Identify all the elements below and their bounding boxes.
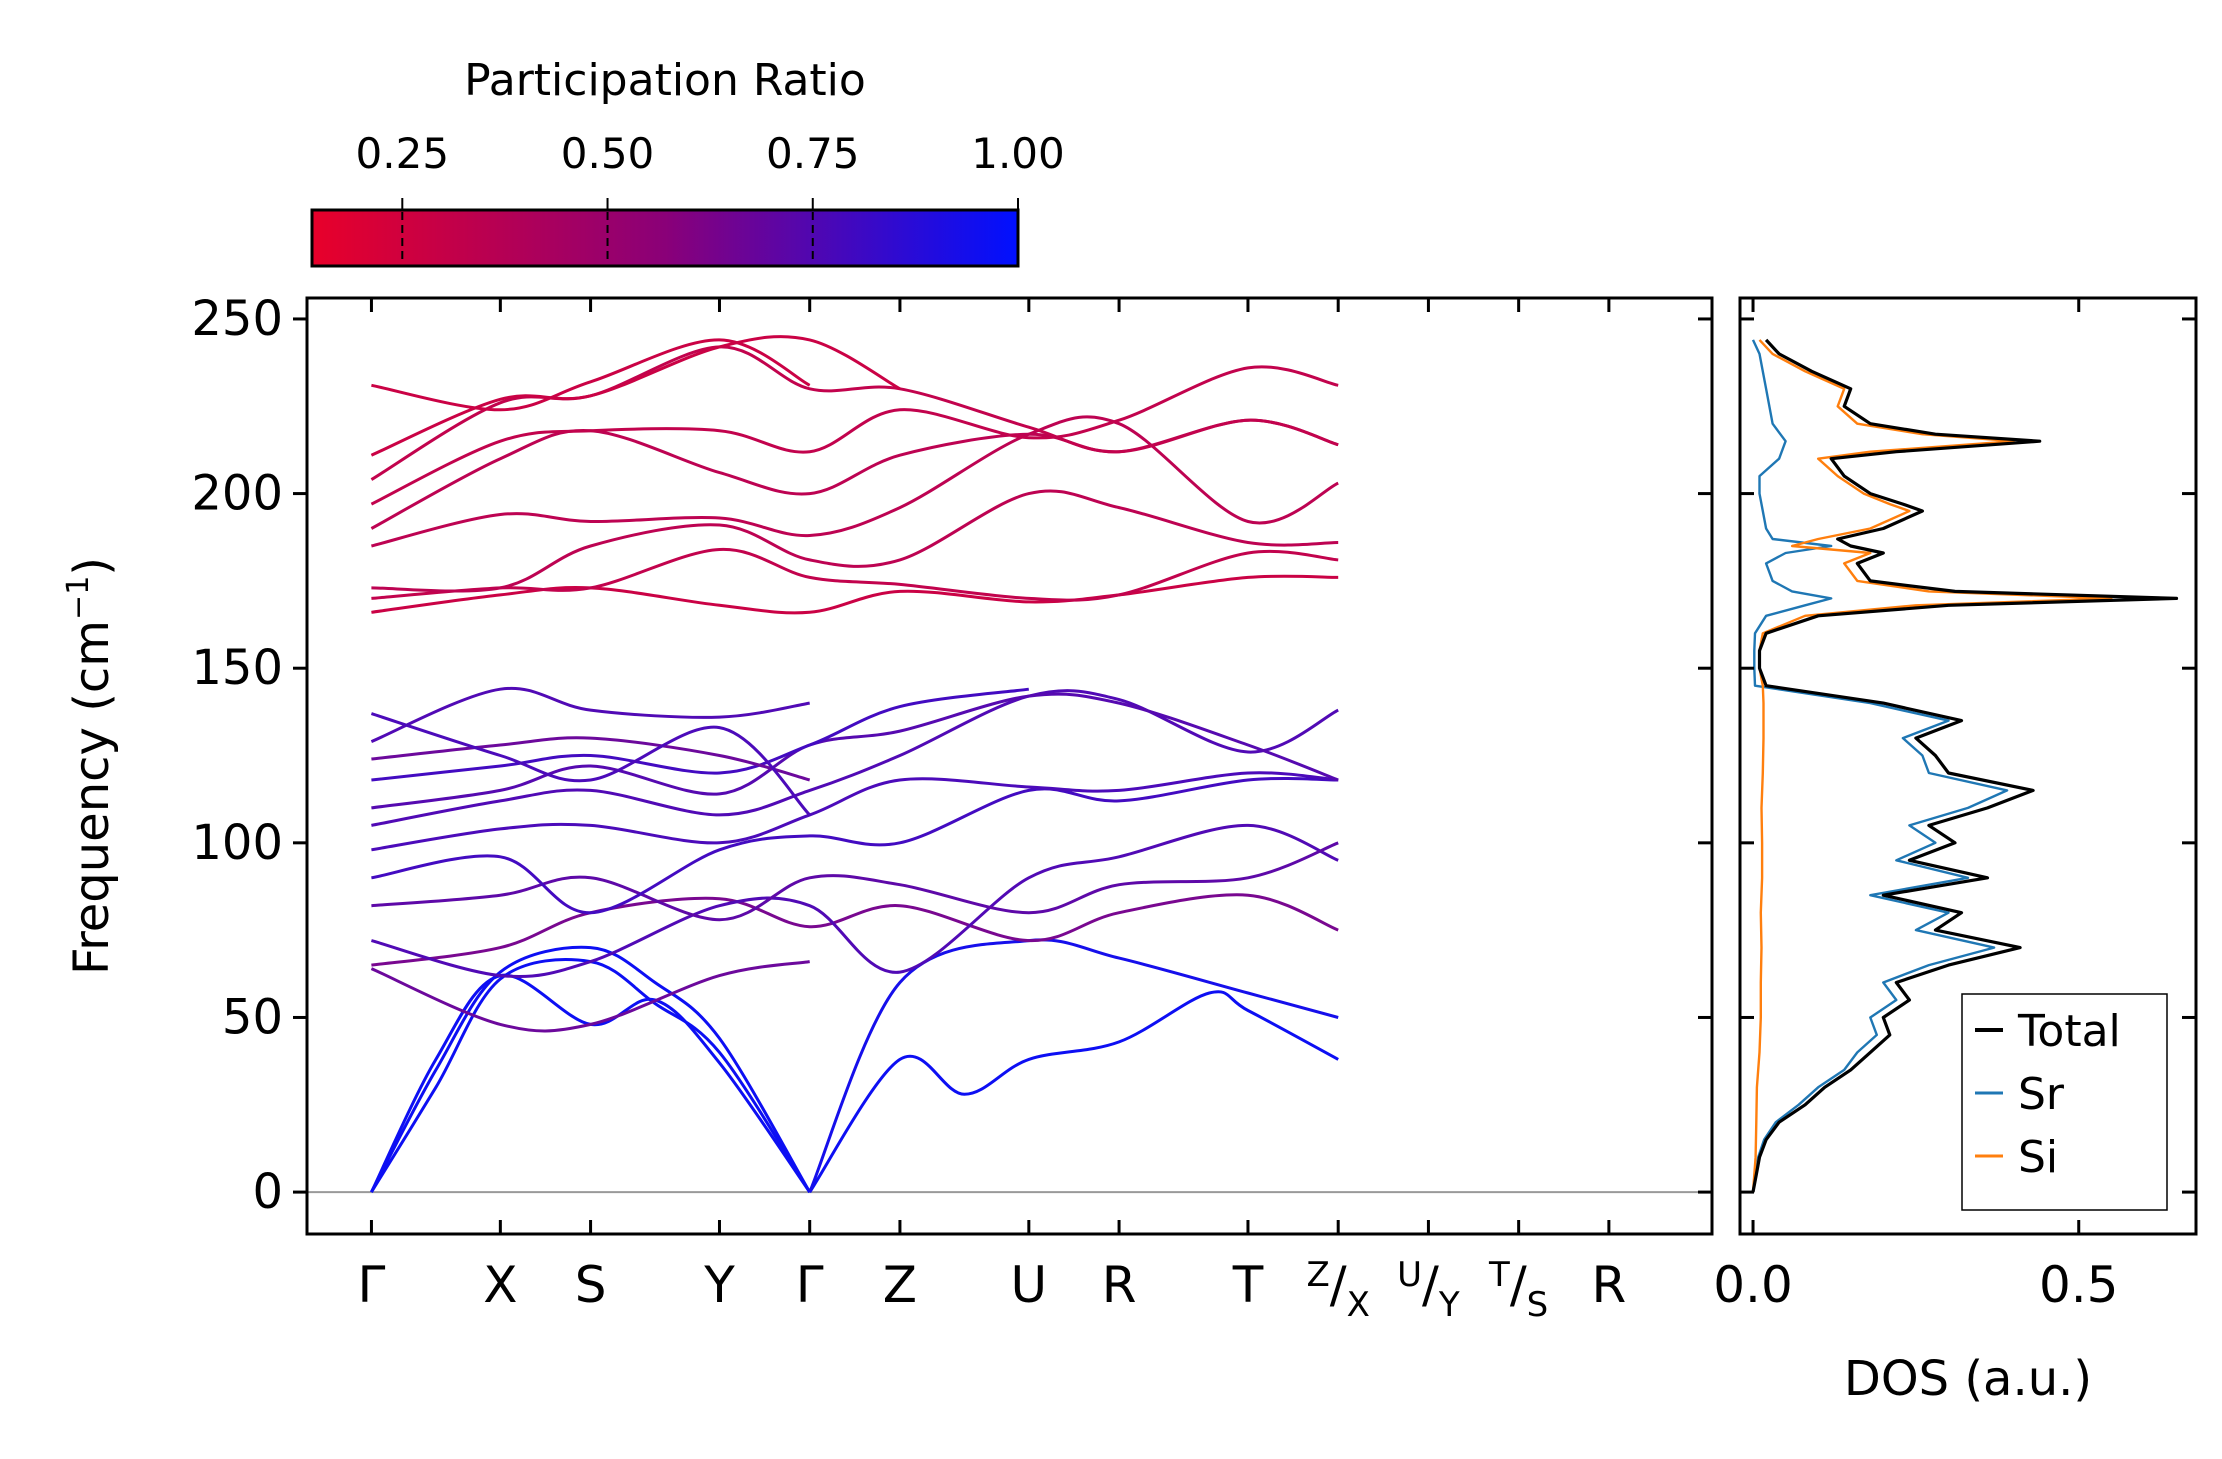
x-tick-label: Γ [796,1256,824,1314]
phonon-band [808,990,1339,1193]
x-tick-label: T [1232,1256,1264,1314]
phonon-band [370,712,811,816]
dos-lines [1751,338,2179,1193]
colorbar-tick-label: 0.50 [561,129,655,178]
phonon-band [371,841,1339,922]
x-tick-label: Y [703,1256,735,1314]
colorbar: Participation Ratio 0.25 0.50 0.75 1.00 [310,55,1065,268]
dos-x-axis-label: DOS (a.u.) [1844,1351,2092,1407]
phonon-band [808,938,1339,1193]
dos-x-tick-label: 0.5 [2039,1256,2119,1314]
dos-line-total [1751,338,2179,1193]
x-tick-label: R [1102,1256,1137,1314]
x-tick-label: X [483,1256,517,1314]
colorbar-ticks: 0.25 0.50 0.75 1.00 [356,129,1065,264]
phonon-band [371,489,1339,593]
dos-frame [1738,296,2198,1236]
colorbar-tick-label: 1.00 [971,129,1065,178]
dos-panel: 0.0 0.5 DOS (a.u.) Total Sr Si [1713,296,2198,1407]
x-tick-label: U/Y [1397,1255,1460,1325]
x-tick-label: Z [883,1256,917,1314]
phonon-band [370,335,901,457]
colorbar-gradient [310,208,1020,268]
colorbar-tick-label: 0.75 [766,129,860,178]
y-tick-label: 100 [191,815,283,871]
colorbar-title: Participation Ratio [464,55,866,106]
dos-line-sr [1751,339,2009,1193]
phonon-band [371,823,1339,979]
y-axis-label: Frequency (cm−1) [61,557,120,975]
y-tick-label: 150 [191,640,283,696]
y-tick-label: 200 [191,466,283,522]
dos-x-tick-label: 0.0 [1713,1256,1793,1314]
legend-label-si: Si [2018,1132,2058,1183]
y-tick-label: 250 [191,291,283,347]
x-tick-label: R [1592,1256,1627,1314]
phonon-bands [370,335,1339,1193]
legend-label-total: Total [2017,1006,2121,1057]
y-tick-label: 50 [222,989,283,1045]
phonon-band [370,365,1339,506]
phonon-band [371,771,1339,852]
colorbar-tick-label: 0.25 [356,129,450,178]
x-tick-label: U [1011,1256,1048,1314]
x-tick-label: T/S [1488,1255,1548,1325]
dos-legend: Total Sr Si [1961,993,2168,1211]
x-tick-label: S [575,1256,607,1314]
phonon-band [371,736,811,782]
phonon-band [371,415,1339,548]
phonon-band [371,687,1030,782]
x-tick-label: Z/X [1306,1255,1369,1325]
x-tick-label: Γ [358,1256,386,1314]
dispersion-frame [305,296,1714,1236]
dos-ticks: 0.0 0.5 [1713,298,2196,1314]
legend-label-sr: Sr [2018,1069,2065,1120]
phonon-band [371,776,1339,915]
phonon-band [371,692,1339,810]
phonon-band [370,686,810,743]
phonon-band [371,689,1339,827]
phonon-band [371,893,1339,967]
phonon-band [371,547,1339,602]
phonon-band [370,960,810,1033]
dos-line-si [1751,339,2113,1193]
y-tick-label: 0 [252,1164,283,1220]
phonon-band [371,338,811,412]
phonon-band [370,945,811,1193]
phonon-band [370,345,1339,481]
